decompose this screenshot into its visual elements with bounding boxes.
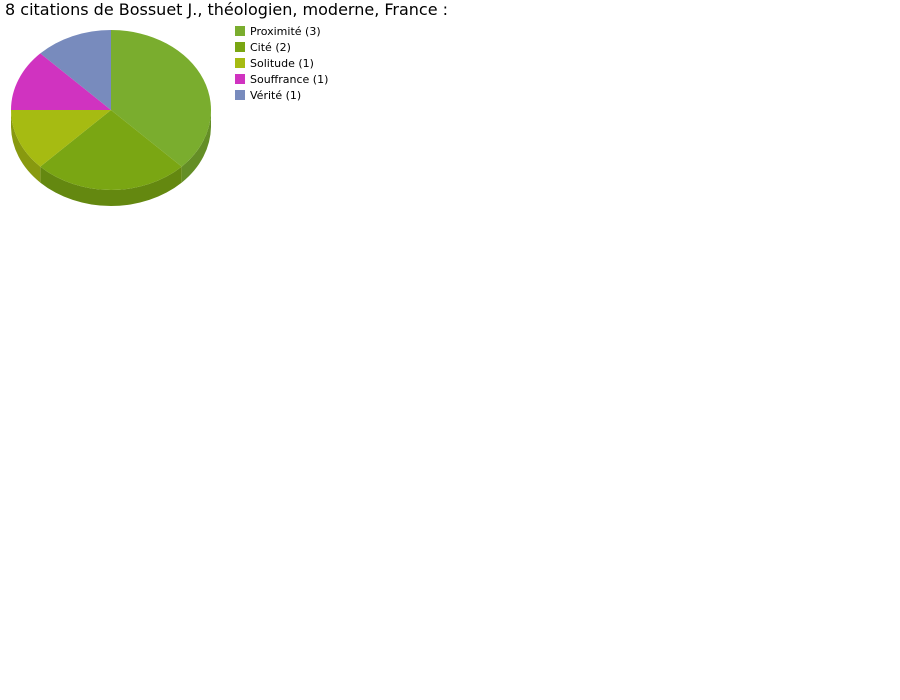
legend-label: Solitude (1) (250, 56, 314, 70)
legend: Proximité (3) Cité (2) Solitude (1) Souffra… (235, 23, 328, 103)
pie-chart (11, 30, 211, 206)
legend-label: Proximité (3) (250, 24, 321, 38)
legend-swatch (235, 26, 245, 36)
legend-swatch (235, 58, 245, 68)
legend-swatch (235, 42, 245, 52)
pie-slice (11, 53, 111, 110)
legend-label: Vérité (1) (250, 88, 302, 102)
legend-label: Cité (2) (250, 40, 291, 54)
pie-side-2 (11, 110, 41, 183)
legend-item: Proximité (3) (235, 23, 328, 39)
legend-label: Souffrance (1) (250, 72, 329, 86)
legend-item: Souffrance (1) (235, 71, 328, 87)
pie-slice (11, 110, 111, 167)
pie-slice (40, 110, 182, 190)
legend-item: Vérité (1) (235, 87, 328, 103)
pie-slice (111, 30, 211, 167)
legend-swatch (235, 90, 245, 100)
chart-title: 8 citations de Bossuet J., théologien, m… (5, 0, 449, 19)
pie-slice (40, 30, 111, 110)
legend-item: Cité (2) (235, 39, 328, 55)
pie-side-0 (181, 110, 211, 183)
pie-side-1 (40, 166, 182, 206)
legend-swatch (235, 74, 245, 84)
legend-item: Solitude (1) (235, 55, 328, 71)
